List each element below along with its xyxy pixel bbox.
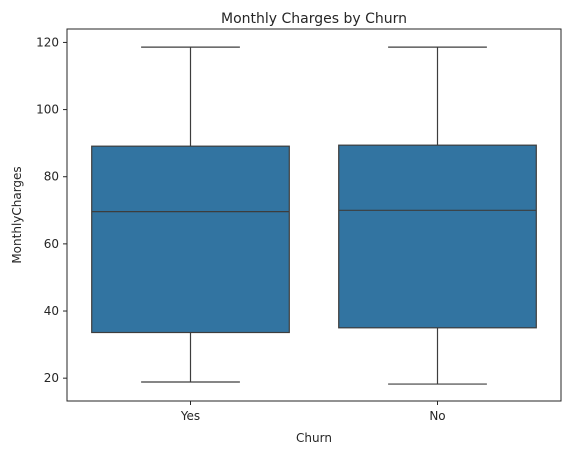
y-tick-label: 80 xyxy=(44,170,59,184)
box-group-no xyxy=(338,46,537,385)
box-iqr xyxy=(338,144,537,329)
plot-area xyxy=(91,46,537,385)
x-tick-label: Yes xyxy=(180,409,200,423)
y-tick-label: 120 xyxy=(36,35,59,49)
box-iqr xyxy=(91,145,290,334)
y-tick-label: 60 xyxy=(44,237,59,251)
chart-title: Monthly Charges by Churn xyxy=(221,11,407,27)
plot-frame xyxy=(66,28,562,402)
y-axis-label: MonthlyCharges xyxy=(10,166,24,263)
x-axis-label: Churn xyxy=(296,431,332,445)
x-tick-label: No xyxy=(429,409,445,423)
y-tick-label: 20 xyxy=(44,371,59,385)
y-axis: 20 40 60 80 100 120 xyxy=(36,35,67,385)
y-tick-label: 40 xyxy=(44,304,59,318)
y-tick-label: 100 xyxy=(36,103,59,117)
box-group-yes xyxy=(91,46,290,383)
x-axis: Yes No xyxy=(180,401,446,423)
